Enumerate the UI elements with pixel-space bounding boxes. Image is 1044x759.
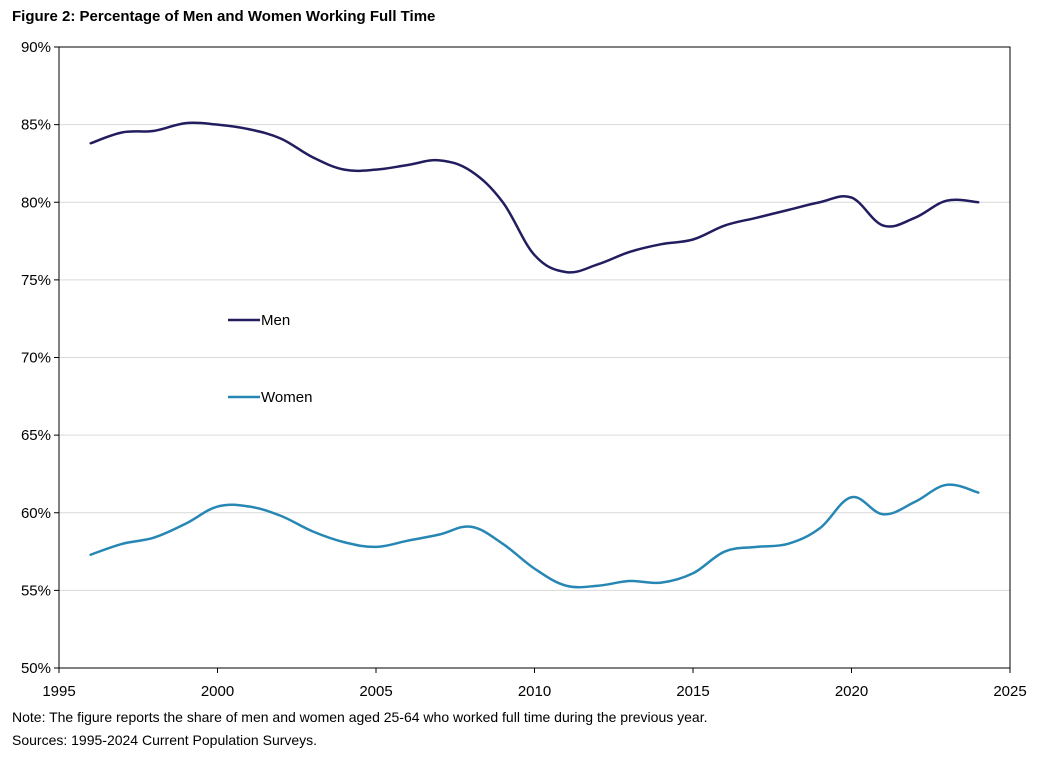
y-tick-label: 50%	[21, 660, 51, 677]
legend-label-women: Women	[261, 389, 312, 406]
y-tick-label: 75%	[21, 272, 51, 289]
y-tick-label: 85%	[21, 117, 51, 134]
x-tick-label: 2015	[676, 683, 709, 700]
series-line-men	[89, 121, 980, 274]
gridlines	[59, 124, 1010, 591]
y-axis-ticks: 50% 55% 60% 65% 70% 75% 80% 85% 90%	[21, 39, 59, 677]
chart-note: Note: The figure reports the share of me…	[12, 709, 708, 725]
x-tick-label: 2010	[518, 683, 551, 700]
x-tick-label: 2000	[201, 683, 234, 700]
x-tick-label: 2005	[359, 683, 392, 700]
x-axis-ticks: 1995 2000 2005 2010 2015 2020 2025	[42, 668, 1027, 700]
y-tick-label: 60%	[21, 505, 51, 522]
y-tick-label: 55%	[21, 582, 51, 599]
chart-sources: Sources: 1995-2024 Current Population Su…	[12, 732, 318, 748]
legend-label-men: Men	[261, 312, 290, 329]
y-tick-label: 80%	[21, 194, 51, 211]
y-tick-label: 90%	[21, 39, 51, 56]
chart-title: Figure 2: Percentage of Men and Women Wo…	[12, 8, 436, 25]
x-tick-label: 1995	[42, 683, 75, 700]
series-line-women	[89, 483, 980, 589]
x-tick-label: 2020	[835, 683, 868, 700]
legend: Men Women	[228, 312, 312, 406]
series-lines	[89, 121, 980, 589]
x-tick-label: 2025	[993, 683, 1026, 700]
y-tick-label: 65%	[21, 427, 51, 444]
y-tick-label: 70%	[21, 350, 51, 367]
